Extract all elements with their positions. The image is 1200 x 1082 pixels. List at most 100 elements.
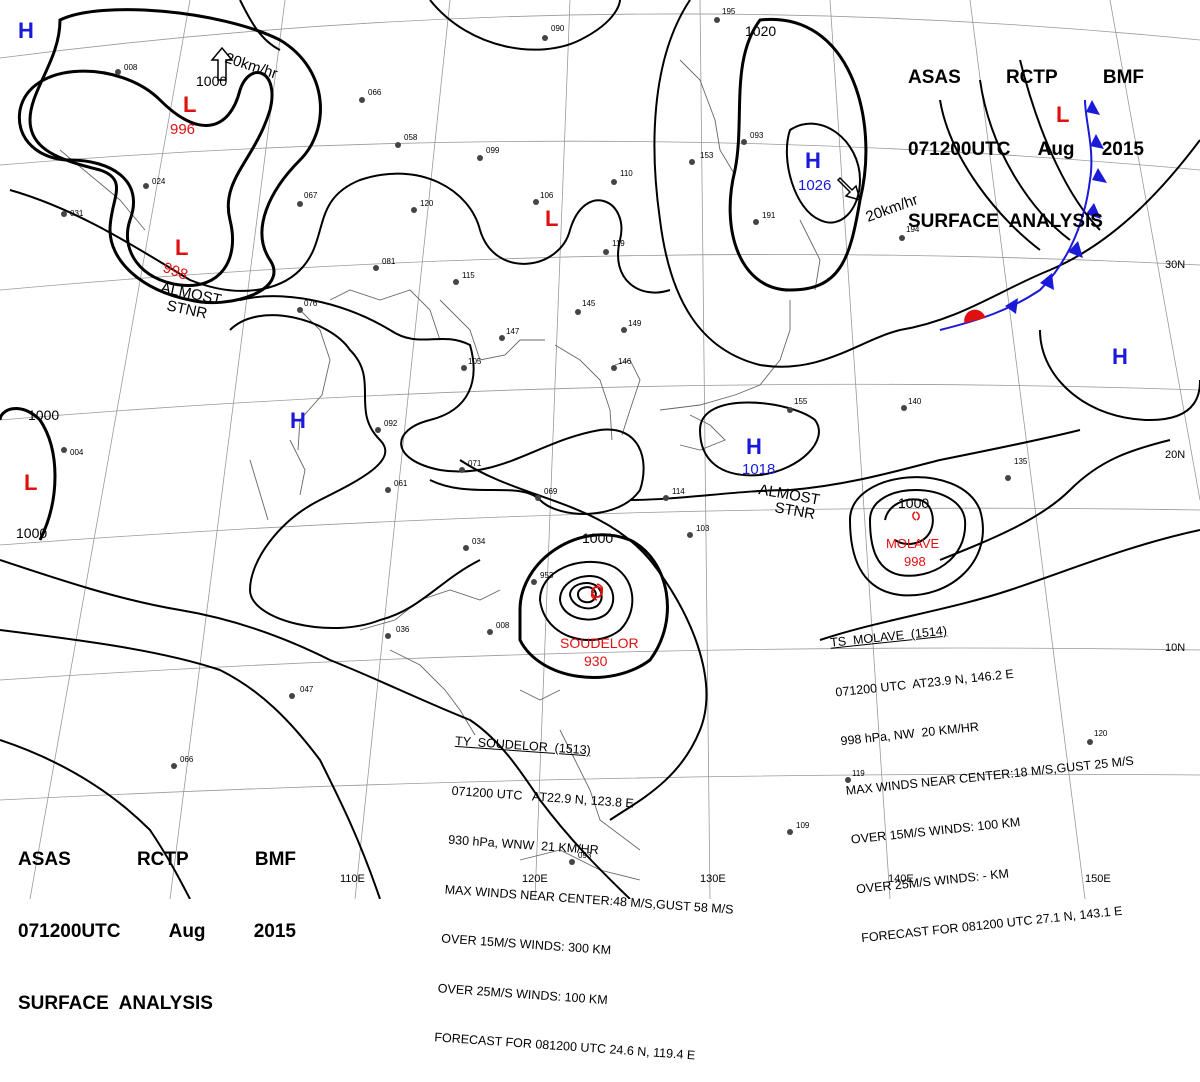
molave-info-block: TS MOLAVE (1514) 071200 UTC AT23.9 N, 14… (826, 572, 1152, 963)
tropical-storm-symbol-icon (912, 511, 920, 521)
svg-text:953: 953 (540, 571, 554, 580)
high-center: H (290, 408, 306, 433)
svg-text:147: 147 (506, 327, 520, 336)
isobar-label: 1000 (16, 525, 47, 541)
storm-info-line: 071200 UTC AT22.9 N, 123.8 E (451, 783, 635, 810)
soudelor-info-block: TY SOUDELOR (1513) 071200 UTC AT22.9 N, … (433, 700, 747, 1082)
station-plot: 109 (787, 821, 810, 835)
station-plot: 061 (385, 479, 408, 493)
header-year: 2015 (253, 921, 296, 942)
svg-text:093: 093 (578, 851, 592, 860)
svg-text:119: 119 (852, 769, 865, 778)
svg-text:047: 047 (300, 685, 314, 694)
typhoon-name: SOUDELOR (560, 635, 639, 651)
typhoon-pressure: 930 (584, 653, 608, 669)
typhoon-markers: SOUDELOR 930 MOLAVE 998 (560, 511, 940, 669)
lon-label: 120E (522, 873, 548, 885)
svg-text:146: 146 (618, 357, 632, 366)
header-code: BMF (1102, 67, 1144, 88)
station-plot: 069 (535, 487, 558, 501)
svg-text:153: 153 (700, 151, 714, 160)
station-plot: 110 (611, 169, 633, 185)
station-plot: 140 (901, 397, 922, 411)
station-plot: 092 (375, 419, 398, 433)
storm-info-line: 930 hPa, WNW 21 KM/HR (447, 832, 600, 858)
station-plot: 067 (297, 191, 318, 207)
storm-info-line: MAX WINDS NEAR CENTER:48 M/S,GUST 58 M/S (444, 882, 734, 917)
station-plot: 120 (411, 199, 434, 213)
lon-label: 110E (340, 873, 365, 885)
high-center-value: 1018 (742, 461, 775, 478)
storm-info-line: OVER 15M/S WINDS: 100 KM (850, 814, 1021, 847)
station-plot: 047 (289, 685, 314, 699)
lon-label: 140E (888, 873, 914, 885)
latitude-labels: 30N 20N 10N (1165, 259, 1185, 654)
lon-label: 130E (700, 873, 726, 885)
svg-text:008: 008 (124, 63, 138, 72)
high-center: H (805, 148, 821, 173)
svg-text:004: 004 (70, 448, 84, 457)
station-plot: 191 (753, 211, 776, 225)
header-center: RCTP (1005, 67, 1058, 88)
svg-text:191: 191 (762, 211, 776, 220)
station-plot: 120 (1087, 729, 1108, 745)
isobar-label: 1000 (898, 495, 929, 511)
isobar-label: 1000 (196, 73, 227, 89)
svg-text:120: 120 (1094, 729, 1108, 738)
station-plot: 135 (1005, 457, 1028, 481)
storm-info-line: FORECAST FOR 081200 UTC 27.1 N, 143.1 E (860, 903, 1124, 946)
low-center: L (175, 235, 188, 260)
station-plot: 149 (621, 319, 642, 333)
station-plots: 008 090 195 066 058 099 110 153 093 191 … (61, 7, 1108, 865)
svg-text:119: 119 (612, 239, 625, 248)
high-center-value: 1026 (798, 177, 831, 194)
station-plot: 058 (395, 133, 418, 148)
station-plot: 024 (143, 177, 166, 189)
station-plot: 034 (463, 537, 486, 551)
station-plot: 194 (899, 225, 920, 241)
svg-text:106: 106 (540, 191, 554, 200)
station-plot: 093 (741, 131, 764, 145)
svg-text:008: 008 (496, 621, 510, 630)
storm-info-line: OVER 25M/S WINDS: - KM (855, 865, 1010, 896)
high-center: H (1112, 344, 1128, 369)
svg-text:115: 115 (462, 271, 475, 280)
lon-label: 150E (1085, 873, 1111, 885)
svg-text:076: 076 (304, 299, 318, 308)
svg-text:140: 140 (908, 397, 922, 406)
isobar-label: 1000 (28, 407, 59, 423)
header-month: Aug (168, 921, 206, 942)
svg-text:090: 090 (551, 24, 565, 33)
svg-text:099: 099 (486, 146, 500, 155)
svg-text:145: 145 (582, 299, 596, 308)
svg-text:149: 149 (628, 319, 642, 328)
svg-text:093: 093 (750, 131, 764, 140)
header-title: SURFACE ANALYSIS (908, 211, 1103, 232)
svg-text:155: 155 (794, 397, 808, 406)
storm-info-line: OVER 25M/S WINDS: 100 KM (437, 980, 609, 1007)
station-plot: 090 (542, 24, 565, 41)
storm-info-line: 998 hPa, NW 20 KM/HR (839, 719, 980, 749)
svg-text:110: 110 (620, 169, 633, 178)
low-center: L (1056, 102, 1069, 127)
latitude-grid (0, 13, 1200, 801)
svg-text:058: 058 (404, 133, 418, 142)
header-year: 2015 (1101, 139, 1144, 160)
svg-text:195: 195 (722, 7, 736, 16)
svg-text:103: 103 (696, 524, 710, 533)
svg-text:114: 114 (672, 487, 685, 496)
svg-text:069: 069 (544, 487, 558, 496)
low-center-value: 996 (170, 121, 195, 138)
svg-text:105: 105 (468, 357, 482, 366)
station-plot: 066 (171, 755, 194, 769)
station-plot: 031 (61, 209, 84, 218)
storm-info-line: 071200 UTC AT23.9 N, 146.2 E (834, 666, 1015, 699)
isobar-labels: 1000 1020 1000 1000 1000 1000 (16, 23, 929, 546)
high-center: H (18, 18, 34, 43)
station-plot: 115 (453, 271, 475, 285)
station-plot: 953 (531, 571, 554, 585)
lat-label: 10N (1165, 642, 1185, 654)
header-title: SURFACE ANALYSIS (18, 993, 213, 1014)
svg-text:092: 092 (384, 419, 398, 428)
low-center: L (545, 206, 558, 231)
